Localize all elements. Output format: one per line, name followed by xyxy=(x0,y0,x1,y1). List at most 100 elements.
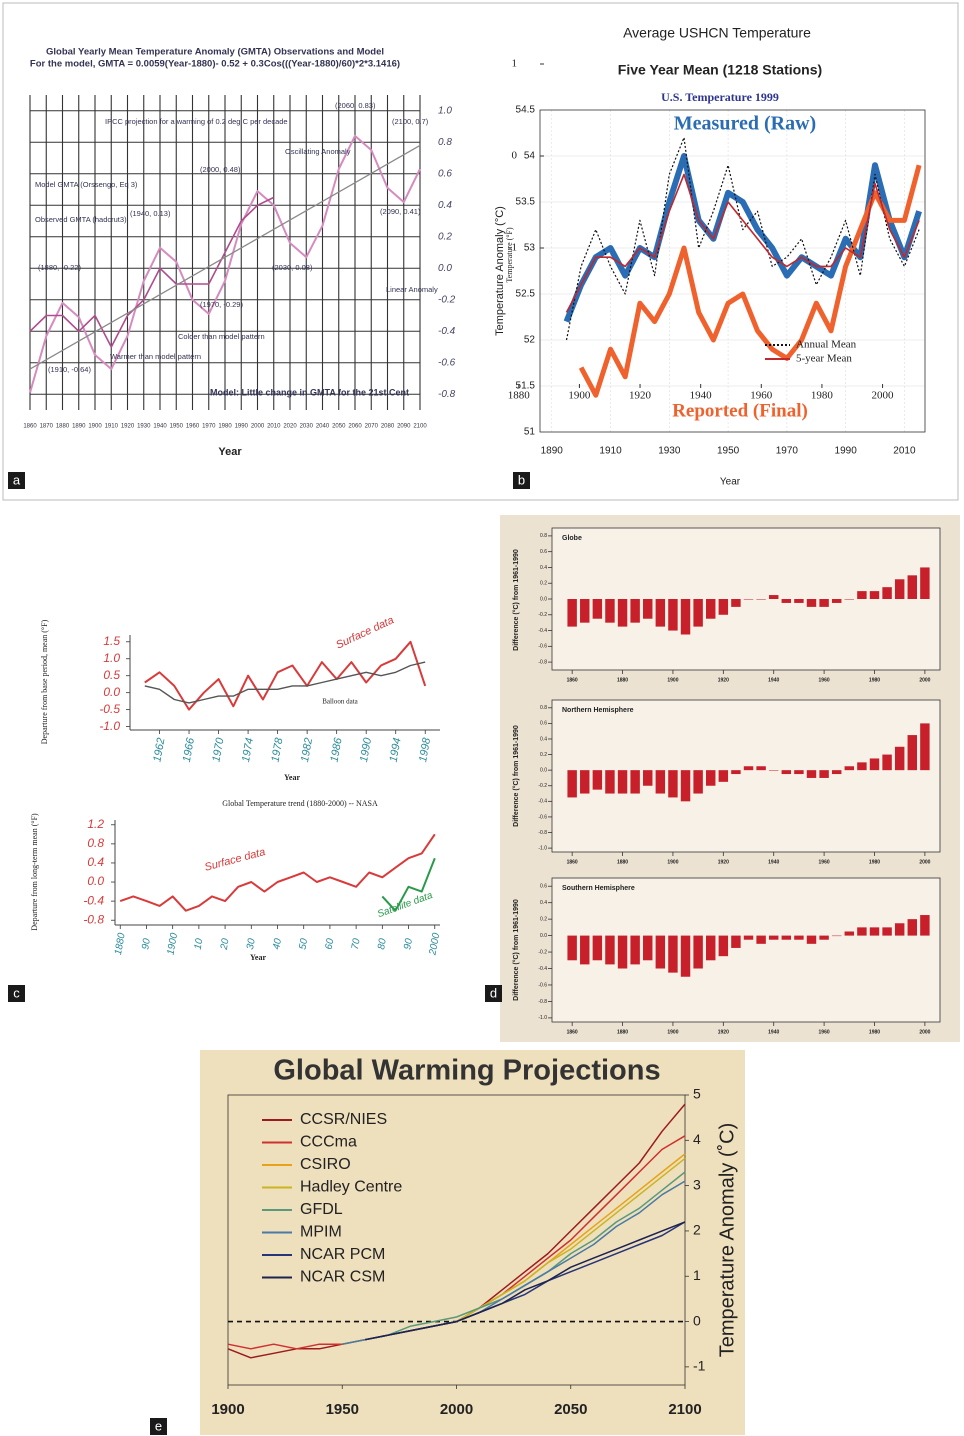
bar xyxy=(857,762,867,771)
y-tick-label: -0.6 xyxy=(438,357,456,368)
y-tick-label: 0.8 xyxy=(540,533,547,539)
x-tick-label: 20 xyxy=(219,937,232,951)
y-tick-label: 0.0 xyxy=(540,596,547,602)
y-tick-label: 0.8 xyxy=(87,836,104,850)
series-name: Balloon data xyxy=(322,698,358,706)
series-name: Surface data xyxy=(334,614,396,651)
x-axis-label: Year xyxy=(218,446,242,458)
panel-label: d xyxy=(490,985,497,1000)
bar xyxy=(630,770,640,794)
bar xyxy=(768,595,779,599)
bar xyxy=(643,935,653,961)
series-line xyxy=(565,173,920,313)
series-name: NCAR PCM xyxy=(300,1246,385,1263)
bar xyxy=(617,935,628,969)
y-tick-label: 0.6 xyxy=(438,168,452,179)
x-tick-label: 1860 xyxy=(567,859,578,865)
x2-tick-label: 1980 xyxy=(811,390,834,402)
annotation: (1940, 0.13) xyxy=(130,209,171,218)
y-tick-label: 54 xyxy=(524,151,536,162)
series-name: CCSR/NIES xyxy=(300,1111,387,1128)
series-name: Observed GMTA (hadcrut3) xyxy=(35,215,127,224)
x-tick-label: 1860 xyxy=(23,424,37,430)
y-tick-label: -0.8 xyxy=(538,659,547,665)
x-axis-label: Year xyxy=(720,477,741,488)
y-tick-label: 51 xyxy=(524,427,536,438)
bar xyxy=(731,770,741,775)
x-tick-label: 1880 xyxy=(56,424,70,430)
x-tick-label: 2000 xyxy=(251,424,265,430)
bar xyxy=(655,599,666,627)
x-tick-label: 1960 xyxy=(186,424,200,430)
bar xyxy=(643,770,653,786)
chart-title: Northern Hemisphere xyxy=(562,707,634,714)
y-tick-label: -0.8 xyxy=(538,830,547,836)
panel-label-box xyxy=(513,472,530,489)
x-tick-label: 1974 xyxy=(240,737,256,763)
bar xyxy=(567,770,577,798)
y-tick-label: 0.8 xyxy=(540,705,547,711)
bar xyxy=(781,770,792,775)
x-tick-label: 1940 xyxy=(768,1029,779,1035)
x-tick-label: 1900 xyxy=(165,932,180,956)
y-tick-label: 2 xyxy=(693,1222,701,1238)
plot-background xyxy=(552,700,940,852)
bar xyxy=(869,591,880,599)
bar xyxy=(668,770,678,798)
y-tick-label: 0.4 xyxy=(438,200,452,211)
bar xyxy=(643,599,653,619)
y-tick-label: 0.8 xyxy=(438,137,452,148)
bar xyxy=(768,935,779,940)
x-tick-label: 1920 xyxy=(718,677,729,683)
x-tick-label: 1970 xyxy=(210,736,226,763)
bar xyxy=(819,599,829,607)
chart-subtitle: Five Year Mean (1218 Stations) xyxy=(618,62,822,78)
panel-label-box xyxy=(150,1418,167,1435)
x-tick-label: 1986 xyxy=(329,736,345,763)
series-name: Surface data xyxy=(203,846,266,874)
y-tick-label: 53.5 xyxy=(516,197,536,208)
y-tick-label: 0.0 xyxy=(103,685,120,699)
bar xyxy=(655,935,666,969)
annotation: (1970, -0.29) xyxy=(200,300,243,309)
x-tick-label: 1940 xyxy=(768,859,779,865)
bar xyxy=(630,935,640,965)
panel-label: e xyxy=(155,1418,162,1433)
bar xyxy=(806,935,817,944)
chart-title: Average USHCN Temperature xyxy=(623,25,811,41)
x-tick-label: 1920 xyxy=(121,424,135,430)
bar xyxy=(907,575,918,599)
bar xyxy=(894,923,905,936)
x-tick-label: 1860 xyxy=(567,677,578,683)
annotation: Oscillating Anomaly xyxy=(285,147,351,156)
y-axis-label: Difference (°C) from 1961-1990 xyxy=(512,549,520,651)
x-tick-label: 2040 xyxy=(316,424,330,430)
bar xyxy=(819,770,829,778)
series-name: Measured (Raw) xyxy=(674,113,816,135)
series-name: NCAR CSM xyxy=(300,1269,385,1286)
bar xyxy=(920,915,930,936)
y-tick-label: 0.6 xyxy=(540,721,547,727)
x-tick-label: 1900 xyxy=(667,859,678,865)
y-axis-label: Temperature Anomaly (˚C) xyxy=(716,1123,738,1358)
bar xyxy=(781,935,792,940)
annotation: Colder than model pattern xyxy=(178,332,265,341)
x2-tick-label: 1900 xyxy=(568,390,591,402)
y-tick-label: 51.5 xyxy=(516,381,536,392)
bar xyxy=(743,766,754,771)
y-tick-label: 3 xyxy=(693,1176,701,1192)
bar xyxy=(718,599,729,615)
bar xyxy=(693,599,703,627)
x-tick-label: 1962 xyxy=(151,737,167,763)
series-name: Model GMTA (Orssengo, Eq 3) xyxy=(35,180,138,189)
x-tick-label: 1966 xyxy=(181,736,197,763)
y-tick-label: -0.2 xyxy=(538,783,547,789)
x-tick-label: 30 xyxy=(245,937,258,950)
y2-axis-label: Temperature (°F) xyxy=(505,227,514,283)
y-axis-label: Difference (°C) from 1961-1990 xyxy=(512,899,520,1001)
x-tick-label: 10 xyxy=(193,937,206,950)
bar xyxy=(882,927,892,936)
bar xyxy=(655,770,666,794)
x-tick-label: 1920 xyxy=(718,1029,729,1035)
x-tick-label: 2000 xyxy=(919,859,930,865)
